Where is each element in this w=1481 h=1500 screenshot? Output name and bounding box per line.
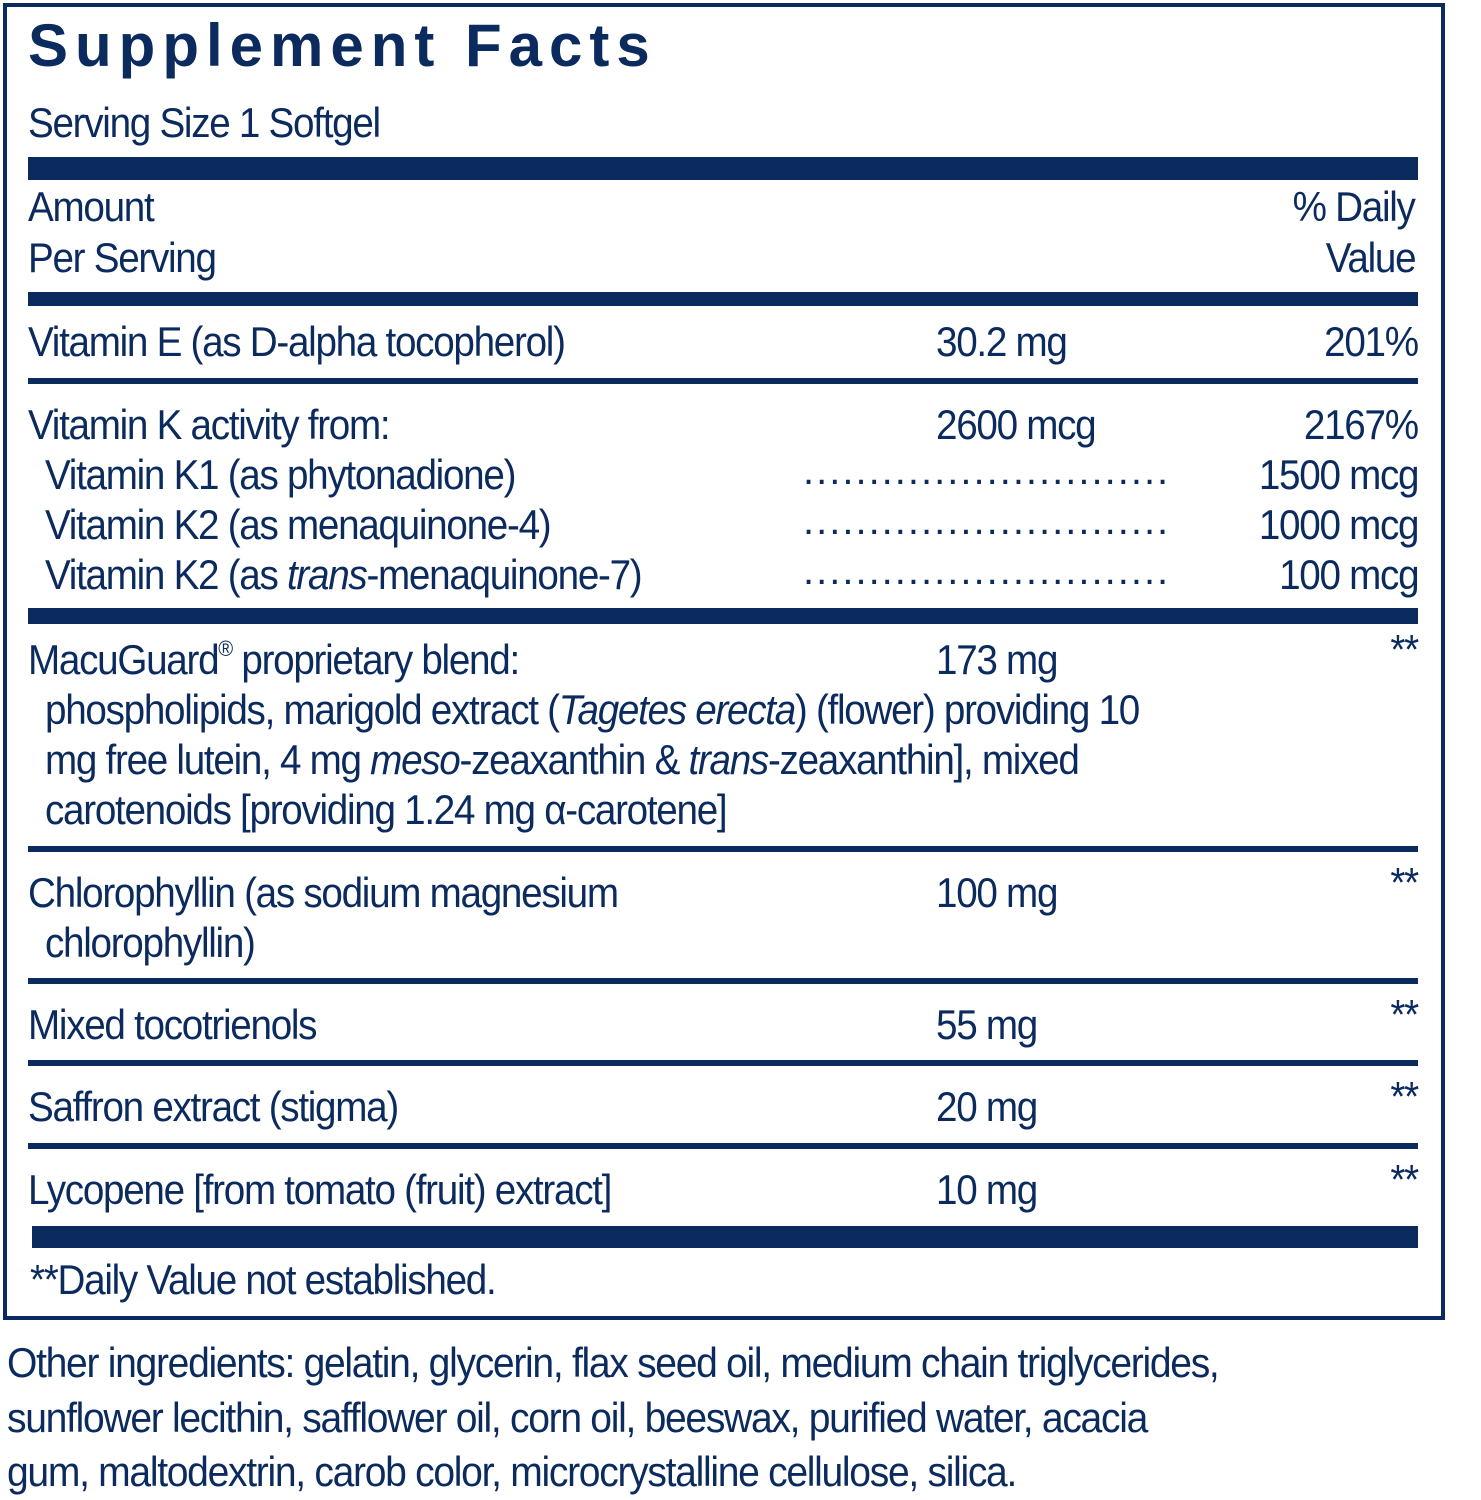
- nutrient-amount: 30.2 mg: [936, 318, 1068, 365]
- nutrient-dv: 201%: [1324, 318, 1419, 365]
- nutrient-name: chlorophyllin): [45, 919, 256, 966]
- nutrient-name: Vitamin E (as D-alpha tocopherol): [28, 318, 566, 365]
- value-header: Value: [1325, 234, 1416, 281]
- nutrient-amount: 55 mg: [936, 1001, 1038, 1048]
- panel-title: Supplement Facts: [28, 12, 657, 79]
- nutrient-dv: **: [1390, 626, 1420, 673]
- divider: [28, 378, 1418, 384]
- other-ingredients: sunflower lecithin, safflower oil, corn …: [7, 1394, 1148, 1441]
- sub-nutrient-name: Vitamin K2 (as menaquinone-4): [45, 501, 552, 548]
- other-ingredients: Other ingredients: gelatin, glycerin, fl…: [7, 1339, 1220, 1386]
- nutrient-amount: 100 mg: [936, 869, 1058, 916]
- leader-dots: ........................................…: [803, 549, 1173, 593]
- divider: [28, 1060, 1418, 1066]
- blend-description: carotenoids [providing 1.24 mg α-caroten…: [45, 786, 728, 833]
- other-ingredients: gum, maltodextrin, carob color, microcry…: [7, 1448, 1017, 1495]
- sub-nutrient-amount: 100 mcg: [1278, 551, 1419, 598]
- divider: [28, 1143, 1418, 1149]
- divider: [28, 978, 1418, 984]
- divider: [28, 846, 1418, 852]
- per-serving-header: Per Serving: [28, 234, 217, 281]
- divider-thick: [28, 157, 1418, 180]
- nutrient-name: Chlorophyllin (as sodium magnesium: [28, 869, 619, 916]
- nutrient-name: Mixed tocotrienols: [28, 1001, 318, 1048]
- blend-description: phospholipids, marigold extract (Tagetes…: [45, 686, 1140, 733]
- sub-nutrient-name: Vitamin K2 (as trans-menaquinone-7): [45, 551, 643, 598]
- nutrient-dv: **: [1390, 1156, 1420, 1203]
- dv-header: % Daily: [1293, 183, 1416, 230]
- divider-thick: [32, 1226, 1418, 1248]
- nutrient-amount: 2600 mcg: [936, 401, 1097, 448]
- serving-size: Serving Size 1 Softgel: [28, 99, 381, 146]
- nutrient-name: Vitamin K activity from:: [28, 401, 391, 448]
- nutrient-dv: **: [1390, 1073, 1420, 1120]
- supplement-facts-panel: [3, 3, 1445, 1320]
- nutrient-dv: **: [1390, 859, 1420, 906]
- footnote: **Daily Value not established.: [30, 1256, 497, 1303]
- nutrient-name: MacuGuard® proprietary blend:: [28, 636, 520, 683]
- leader-dots: ........................................…: [803, 449, 1173, 493]
- leader-dots: ........................................…: [803, 499, 1173, 543]
- sub-nutrient-amount: 1000 mcg: [1258, 501, 1420, 548]
- blend-description: mg free lutein, 4 mg meso-zeaxanthin & t…: [45, 736, 1080, 783]
- nutrient-amount: 10 mg: [936, 1166, 1038, 1213]
- amount-header: Amount: [28, 183, 155, 230]
- nutrient-name: Lycopene [from tomato (fruit) extract]: [28, 1166, 612, 1213]
- sub-nutrient-name: Vitamin K1 (as phytonadione): [45, 451, 516, 498]
- sub-nutrient-amount: 1500 mcg: [1258, 451, 1420, 498]
- nutrient-dv: 2167%: [1304, 401, 1419, 448]
- nutrient-dv: **: [1390, 991, 1420, 1038]
- divider-thick: [28, 608, 1418, 624]
- nutrient-amount: 173 mg: [936, 636, 1058, 683]
- nutrient-name: Saffron extract (stigma): [28, 1083, 399, 1130]
- nutrient-amount: 20 mg: [936, 1083, 1038, 1130]
- divider: [28, 292, 1418, 306]
